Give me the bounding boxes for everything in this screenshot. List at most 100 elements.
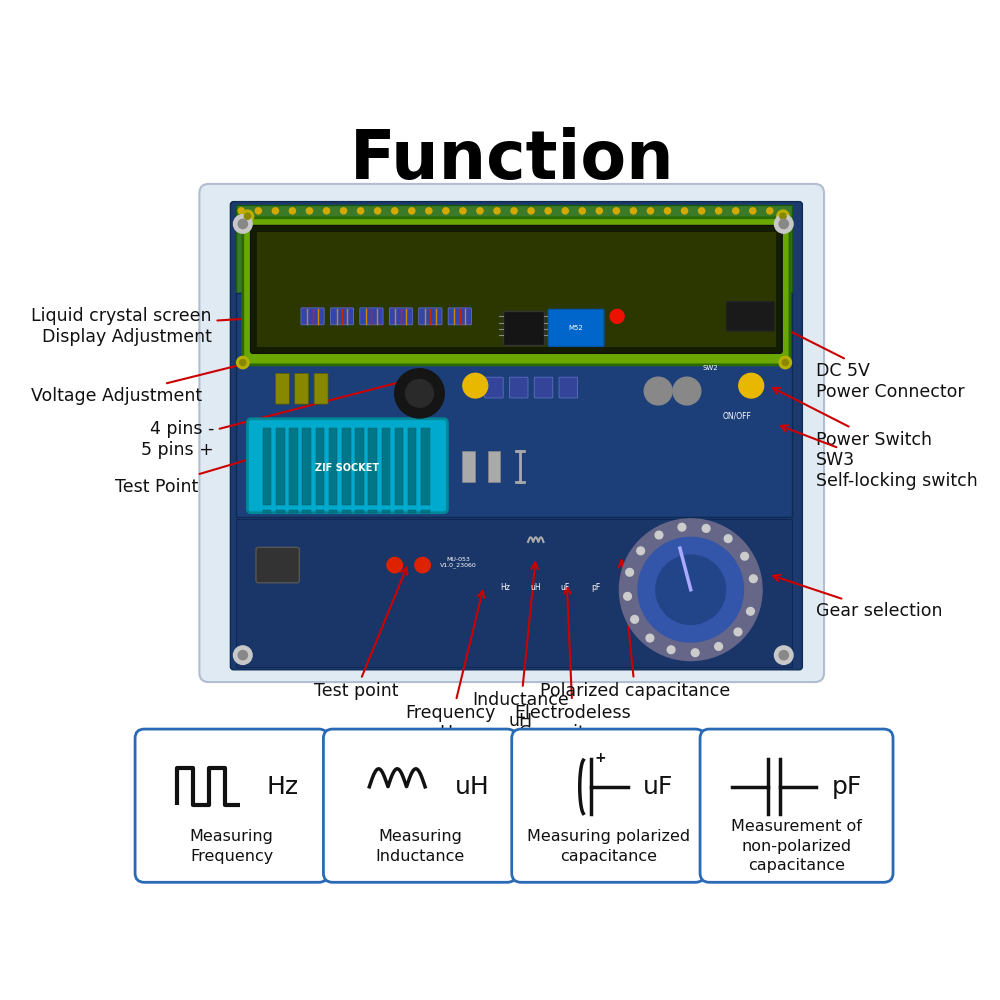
Text: uH: uH bbox=[530, 583, 541, 592]
Circle shape bbox=[774, 646, 793, 664]
FancyBboxPatch shape bbox=[408, 428, 416, 505]
FancyBboxPatch shape bbox=[448, 308, 471, 325]
FancyBboxPatch shape bbox=[199, 184, 824, 682]
Text: uF: uF bbox=[561, 583, 570, 592]
FancyBboxPatch shape bbox=[368, 428, 377, 505]
Text: Measuring
Frequency: Measuring Frequency bbox=[190, 829, 274, 864]
Circle shape bbox=[244, 213, 251, 219]
FancyBboxPatch shape bbox=[295, 373, 309, 404]
FancyBboxPatch shape bbox=[247, 419, 447, 513]
Circle shape bbox=[739, 373, 764, 398]
FancyBboxPatch shape bbox=[302, 428, 311, 505]
Text: SW3
Self-locking switch: SW3 Self-locking switch bbox=[781, 425, 978, 490]
FancyBboxPatch shape bbox=[314, 373, 328, 404]
FancyBboxPatch shape bbox=[257, 232, 776, 347]
Circle shape bbox=[387, 557, 402, 573]
Circle shape bbox=[749, 575, 757, 583]
FancyBboxPatch shape bbox=[360, 308, 383, 325]
Text: ON/OFF: ON/OFF bbox=[723, 412, 752, 421]
FancyBboxPatch shape bbox=[355, 428, 364, 505]
Circle shape bbox=[691, 649, 699, 657]
Circle shape bbox=[667, 646, 675, 654]
Text: uH: uH bbox=[455, 775, 490, 799]
FancyBboxPatch shape bbox=[382, 510, 390, 513]
Text: Function: Function bbox=[350, 127, 675, 193]
Circle shape bbox=[392, 208, 398, 214]
Text: uF: uF bbox=[643, 775, 673, 799]
Text: pF: pF bbox=[831, 775, 862, 799]
FancyBboxPatch shape bbox=[503, 311, 544, 345]
FancyBboxPatch shape bbox=[726, 302, 774, 331]
Circle shape bbox=[715, 643, 722, 650]
FancyBboxPatch shape bbox=[421, 428, 430, 505]
Text: pF: pF bbox=[591, 583, 600, 592]
Text: Measuring
Inductance: Measuring Inductance bbox=[375, 829, 465, 864]
Text: Electrodeless
Capacitance: Electrodeless Capacitance bbox=[515, 587, 631, 742]
Circle shape bbox=[443, 208, 449, 214]
FancyBboxPatch shape bbox=[323, 729, 516, 882]
FancyBboxPatch shape bbox=[368, 510, 377, 513]
FancyBboxPatch shape bbox=[355, 510, 364, 513]
FancyBboxPatch shape bbox=[395, 510, 403, 513]
FancyBboxPatch shape bbox=[263, 510, 271, 513]
Circle shape bbox=[494, 208, 500, 214]
Circle shape bbox=[238, 208, 244, 214]
FancyBboxPatch shape bbox=[512, 729, 705, 882]
Circle shape bbox=[681, 208, 688, 214]
Text: Test Point: Test Point bbox=[115, 434, 329, 496]
Circle shape bbox=[234, 646, 252, 664]
FancyBboxPatch shape bbox=[236, 519, 792, 667]
FancyBboxPatch shape bbox=[275, 373, 289, 404]
Circle shape bbox=[716, 208, 722, 214]
FancyBboxPatch shape bbox=[316, 510, 324, 513]
Text: Measurement of
non-polarized
capacitance: Measurement of non-polarized capacitance bbox=[731, 819, 862, 873]
Circle shape bbox=[733, 208, 739, 214]
FancyBboxPatch shape bbox=[534, 377, 553, 398]
Text: Frequency
Hz: Frequency Hz bbox=[405, 591, 496, 742]
Circle shape bbox=[460, 208, 466, 214]
Circle shape bbox=[777, 210, 789, 222]
Bar bbox=[462, 451, 475, 482]
Circle shape bbox=[406, 379, 433, 407]
FancyBboxPatch shape bbox=[236, 293, 792, 517]
Text: ZIF SOCKET: ZIF SOCKET bbox=[315, 463, 379, 473]
Circle shape bbox=[477, 208, 483, 214]
Text: Voltage Adjustment: Voltage Adjustment bbox=[31, 312, 446, 405]
FancyBboxPatch shape bbox=[548, 309, 604, 346]
Bar bbox=[488, 451, 500, 482]
Circle shape bbox=[626, 568, 634, 576]
Text: MU-053
V1.0_23060: MU-053 V1.0_23060 bbox=[440, 557, 477, 568]
Circle shape bbox=[463, 373, 488, 398]
FancyBboxPatch shape bbox=[559, 377, 578, 398]
Circle shape bbox=[779, 651, 788, 660]
Circle shape bbox=[613, 208, 619, 214]
Circle shape bbox=[631, 615, 639, 623]
FancyBboxPatch shape bbox=[382, 428, 390, 505]
Text: Hz: Hz bbox=[266, 775, 299, 799]
FancyBboxPatch shape bbox=[276, 428, 285, 505]
Circle shape bbox=[673, 377, 701, 405]
Circle shape bbox=[656, 555, 726, 624]
Circle shape bbox=[579, 208, 585, 214]
Circle shape bbox=[610, 309, 624, 323]
Circle shape bbox=[340, 208, 347, 214]
Circle shape bbox=[240, 359, 246, 366]
Circle shape bbox=[511, 208, 517, 214]
FancyBboxPatch shape bbox=[700, 729, 893, 882]
Circle shape bbox=[409, 208, 415, 214]
FancyBboxPatch shape bbox=[316, 428, 324, 505]
FancyBboxPatch shape bbox=[329, 428, 337, 505]
FancyBboxPatch shape bbox=[302, 510, 311, 513]
Circle shape bbox=[647, 208, 654, 214]
Circle shape bbox=[655, 531, 663, 539]
Circle shape bbox=[241, 210, 254, 222]
Text: Hz: Hz bbox=[500, 583, 510, 592]
FancyBboxPatch shape bbox=[301, 308, 324, 325]
Circle shape bbox=[562, 208, 568, 214]
Circle shape bbox=[782, 359, 788, 366]
Circle shape bbox=[596, 208, 602, 214]
Circle shape bbox=[734, 628, 742, 636]
Circle shape bbox=[375, 208, 381, 214]
Circle shape bbox=[358, 208, 364, 214]
Text: +: + bbox=[594, 751, 606, 765]
